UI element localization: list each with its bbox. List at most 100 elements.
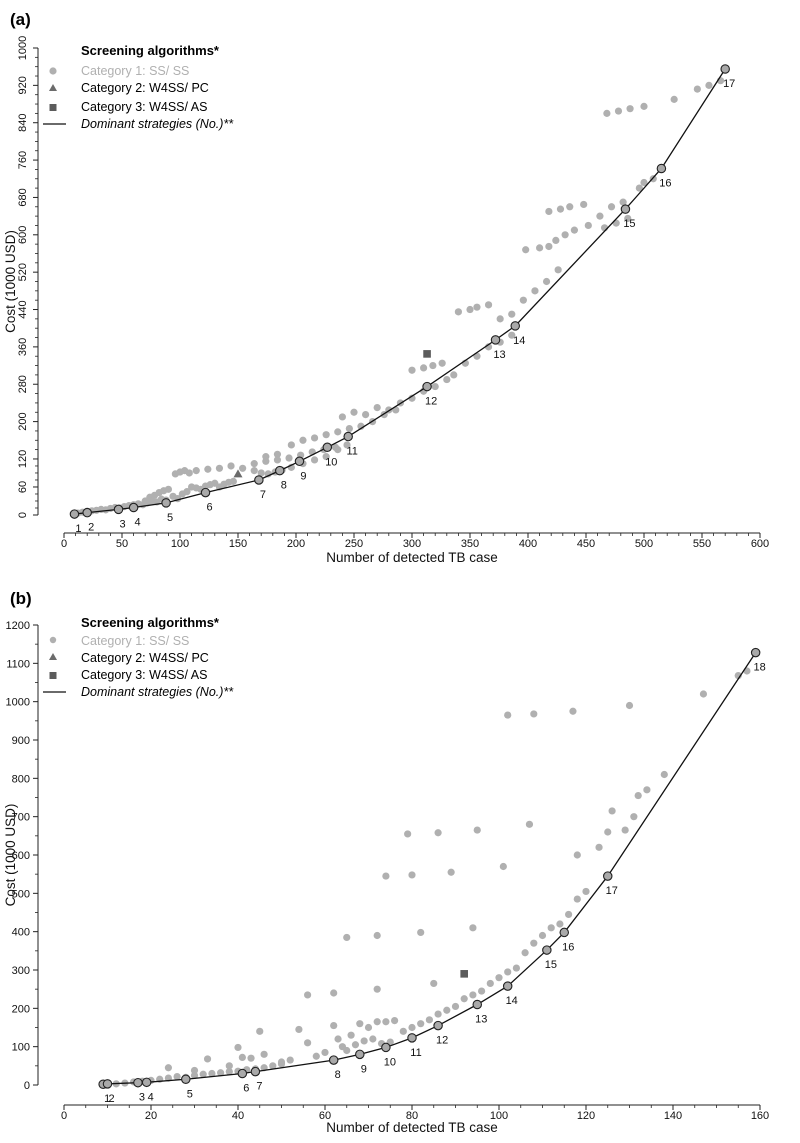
category2-point xyxy=(233,469,243,478)
category1-point xyxy=(322,453,330,461)
category1-point xyxy=(164,1064,172,1072)
category1-point xyxy=(634,791,642,800)
category1-point xyxy=(486,979,494,988)
category1-point xyxy=(238,1053,246,1061)
panel-b-label: (b) xyxy=(10,589,32,608)
category1-point xyxy=(434,1010,442,1018)
legend-circle-icon xyxy=(49,636,57,644)
dominant-point-label: 13 xyxy=(493,349,505,361)
dominant-point xyxy=(275,465,285,476)
x-axis-title: Number of detected TB case xyxy=(326,1120,498,1135)
category1-point xyxy=(234,1043,242,1052)
category1-point xyxy=(183,488,191,496)
category1-point xyxy=(269,1062,277,1070)
category1-point xyxy=(192,467,200,475)
category1-point xyxy=(417,928,425,937)
category1-point xyxy=(538,931,547,940)
x-tick-label: 150 xyxy=(229,538,247,550)
y-tick-label: 760 xyxy=(17,151,29,169)
category1-point xyxy=(554,266,562,274)
x-tick-label: 50 xyxy=(116,538,128,550)
category1-point xyxy=(250,467,258,475)
dominant-point xyxy=(200,487,211,498)
legend-square-icon xyxy=(49,104,57,111)
dominant-point-label: 16 xyxy=(562,941,574,953)
category1-point xyxy=(310,456,319,464)
legend-dominant: Dominant strategies (No.)** xyxy=(81,117,234,131)
legend-category1: Category 1: SS/ SS xyxy=(81,64,189,78)
category1-point xyxy=(670,95,678,103)
category1-point xyxy=(603,109,611,117)
dominant-point-label: 6 xyxy=(206,502,212,514)
panel-a: (a) 060120200280360440520600680760840920… xyxy=(3,10,769,565)
dominant-point-label: 8 xyxy=(281,480,287,492)
category1-point xyxy=(257,469,265,477)
legend-category2: Category 2: W4SS/ PC xyxy=(81,651,209,665)
category1-point xyxy=(499,862,507,871)
dominant-point xyxy=(133,1077,143,1088)
category1-point xyxy=(660,770,668,779)
category1-point xyxy=(373,985,381,993)
x-tick-label: 120 xyxy=(577,1110,595,1122)
dominant-point-label: 4 xyxy=(135,517,141,529)
category1-point xyxy=(699,690,708,698)
x-tick-label: 500 xyxy=(635,538,653,550)
category1-point xyxy=(382,1018,390,1026)
y-tick-label: 0 xyxy=(17,512,29,518)
dominant-point xyxy=(510,321,520,331)
category1-point xyxy=(566,203,574,211)
category1-point xyxy=(295,1025,303,1034)
category1-point xyxy=(417,1020,425,1028)
dominant-point xyxy=(720,64,730,74)
category1-point xyxy=(569,707,577,715)
x-tick-label: 250 xyxy=(345,538,363,550)
category1-point xyxy=(373,931,381,940)
dominant-point-label: 10 xyxy=(325,456,337,468)
dominant-point-label: 7 xyxy=(260,489,266,501)
category1-point xyxy=(469,924,477,932)
category1-point xyxy=(536,244,544,252)
legend-title: Screening algorithms* xyxy=(81,615,220,630)
category1-point xyxy=(625,701,634,710)
dominant-point-label: 2 xyxy=(108,1093,114,1105)
category1-point xyxy=(460,995,468,1003)
dominant-point xyxy=(472,999,482,1010)
dominant-point-label: 17 xyxy=(723,78,735,90)
category1-point xyxy=(345,425,353,433)
category1-point xyxy=(350,408,358,416)
category1-point xyxy=(185,469,193,477)
category1-point xyxy=(304,991,312,999)
category1-point xyxy=(621,826,629,834)
category1-point xyxy=(347,1031,355,1039)
category1-point xyxy=(173,1072,181,1081)
dominant-point xyxy=(128,502,139,513)
category1-point xyxy=(604,828,612,836)
category1-point xyxy=(321,1048,329,1057)
category1-point xyxy=(705,81,713,89)
y-tick-label: 600 xyxy=(12,850,30,862)
category1-point xyxy=(199,1070,207,1078)
category1-point xyxy=(287,441,295,449)
category1-point xyxy=(322,431,330,439)
category1-point xyxy=(447,868,455,876)
panel-a-legend: Screening algorithms* Category 1: SS/ SS… xyxy=(43,43,234,131)
category1-point xyxy=(362,410,370,419)
dominant-point-label: 16 xyxy=(659,177,671,189)
category1-point xyxy=(640,178,648,187)
dominant-point-label: 14 xyxy=(513,335,525,347)
category1-point xyxy=(334,428,342,436)
category1-point xyxy=(580,200,588,209)
y-tick-label: 1000 xyxy=(6,697,30,709)
x-tick-label: 0 xyxy=(61,538,67,550)
y-axis-title: Cost (1000 USD) xyxy=(3,230,18,333)
dominant-point-label: 1 xyxy=(75,523,81,535)
category1-point xyxy=(330,1021,338,1030)
dominant-point-label: 15 xyxy=(545,959,557,971)
x-axis-title: Number of detected TB case xyxy=(326,550,498,565)
x-tick-label: 80 xyxy=(406,1110,418,1122)
category1-point xyxy=(545,207,553,216)
dominant-point xyxy=(355,1049,365,1060)
y-tick-label: 600 xyxy=(17,226,29,244)
dominant-point-label: 12 xyxy=(425,396,437,408)
category1-point xyxy=(373,403,381,412)
